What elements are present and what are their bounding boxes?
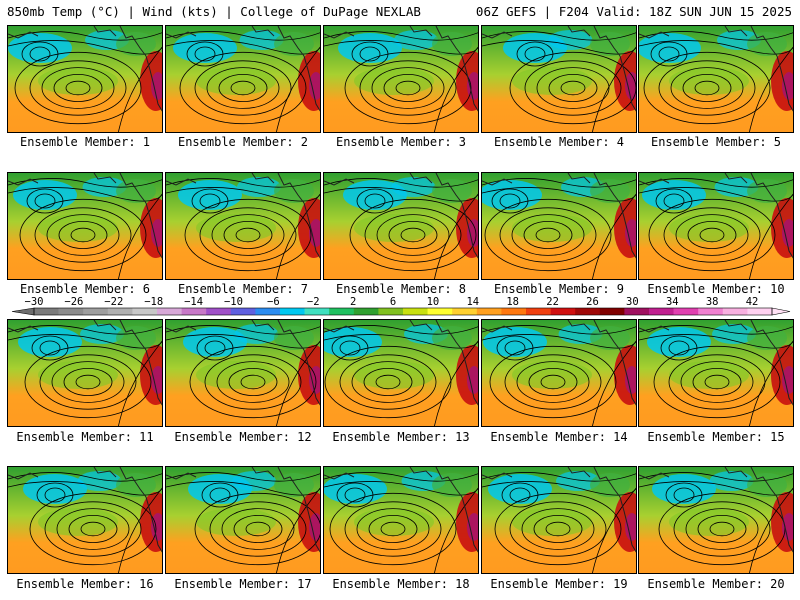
colorbar-tick-label: −26	[64, 296, 83, 308]
ensemble-member-label: Ensemble Member: 6	[19, 282, 151, 296]
colorbar-segment	[280, 308, 305, 315]
colorbar-tick-label: 2	[350, 296, 356, 308]
colorbar-segment	[181, 308, 207, 315]
colorbar-tick-label: −6	[267, 296, 280, 308]
colorbar-right-arrow	[771, 307, 791, 316]
colorbar-segment	[107, 308, 133, 315]
colorbar-segment	[378, 308, 404, 315]
ensemble-member-label: Ensemble Member: 17	[174, 577, 312, 591]
colorbar-segment	[526, 308, 551, 315]
ensemble-member-label: Ensemble Member: 19	[490, 577, 628, 591]
ensemble-member-map	[323, 172, 479, 280]
colorbar-segment	[427, 308, 453, 315]
ensemble-member-label: Ensemble Member: 20	[647, 577, 785, 591]
colorbar-tick-label: 10	[427, 296, 440, 308]
ensemble-member-map	[165, 172, 321, 280]
colorbar-tick-label: 14	[466, 296, 479, 308]
ensemble-member-label: Ensemble Member: 5	[650, 135, 782, 149]
colorbar-segment	[673, 308, 699, 315]
ensemble-member-map	[481, 25, 637, 133]
colorbar-tick-label: 6	[390, 296, 396, 308]
ensemble-member-map	[7, 319, 163, 427]
ensemble-member-map	[165, 466, 321, 574]
ensemble-member-map	[481, 172, 637, 280]
colorbar-segment	[575, 308, 601, 315]
colorbar-segment	[747, 308, 773, 315]
colorbar-tick-label: 22	[546, 296, 559, 308]
colorbar-tick-label: −18	[144, 296, 163, 308]
colorbar-tick-label: 26	[586, 296, 599, 308]
ensemble-member-label: Ensemble Member: 10	[647, 282, 785, 296]
colorbar-segment	[403, 308, 428, 315]
colorbar-segment	[722, 308, 748, 315]
colorbar-segment	[304, 308, 330, 315]
colorbar-tick-label: 42	[746, 296, 759, 308]
ensemble-member-map	[638, 25, 794, 133]
colorbar-segment	[34, 308, 59, 315]
ensemble-member-label: Ensemble Member: 15	[647, 430, 785, 444]
colorbar-segment	[452, 308, 478, 315]
colorbar-tick-label: 38	[706, 296, 719, 308]
colorbar-tick-label: 30	[626, 296, 639, 308]
ensemble-member-label: Ensemble Member: 18	[332, 577, 470, 591]
ensemble-member-label: Ensemble Member: 4	[493, 135, 625, 149]
ensemble-member-label: Ensemble Member: 13	[332, 430, 470, 444]
ensemble-member-map	[481, 466, 637, 574]
ensemble-member-map	[165, 319, 321, 427]
colorbar-segment	[698, 308, 724, 315]
colorbar-segment	[132, 308, 158, 315]
colorbar-tick-label: 34	[666, 296, 679, 308]
ensemble-member-label: Ensemble Member: 8	[335, 282, 467, 296]
colorbar-segment	[83, 308, 109, 315]
ensemble-member-map	[165, 25, 321, 133]
colorbar-left-arrow	[11, 307, 35, 316]
ensemble-member-label: Ensemble Member: 11	[16, 430, 154, 444]
ensemble-member-map	[7, 466, 163, 574]
ensemble-member-label: Ensemble Member: 16	[16, 577, 154, 591]
colorbar-tick-label: −30	[25, 296, 44, 308]
colorbar-segment	[550, 308, 576, 315]
colorbar-tick-label: 18	[506, 296, 519, 308]
colorbar-segment	[157, 308, 182, 315]
ensemble-member-map	[323, 466, 479, 574]
ensemble-member-map	[323, 319, 479, 427]
ensemble-member-label: Ensemble Member: 9	[493, 282, 625, 296]
colorbar-tick-label: −10	[224, 296, 243, 308]
temperature-colorbar: −30 −26 −22 −18 −14 −10 −6 −2 2 6 10 14 18 22 26 30 34 38…	[11, 296, 791, 316]
ensemble-member-label: Ensemble Member: 14	[490, 430, 628, 444]
ensemble-member-label: Ensemble Member: 2	[177, 135, 309, 149]
colorbar-segment	[255, 308, 281, 315]
ensemble-member-map	[481, 319, 637, 427]
map-title: 850mb Temp (°C) | Wind (kts) | College o…	[7, 4, 421, 19]
ensemble-member-map	[638, 319, 794, 427]
colorbar-segment	[649, 308, 674, 315]
colorbar-segment	[58, 308, 84, 315]
ensemble-member-label: Ensemble Member: 3	[335, 135, 467, 149]
colorbar-segment	[501, 308, 527, 315]
ensemble-member-map	[7, 172, 163, 280]
ensemble-member-label: Ensemble Member: 1	[19, 135, 151, 149]
colorbar-segment	[329, 308, 355, 315]
colorbar-segment	[230, 308, 256, 315]
ensemble-member-label: Ensemble Member: 7	[177, 282, 309, 296]
ensemble-member-map	[638, 466, 794, 574]
colorbar-tick-label: −14	[184, 296, 203, 308]
colorbar-segment	[624, 308, 650, 315]
valid-time-label: 06Z GEFS | F204 Valid: 18Z SUN JUN 15 20…	[475, 4, 792, 19]
ensemble-member-map	[323, 25, 479, 133]
colorbar-segment	[599, 308, 625, 315]
colorbar-tick-label: −2	[307, 296, 320, 308]
colorbar-segment	[206, 308, 232, 315]
colorbar-tick-label: −22	[104, 296, 123, 308]
ensemble-member-label: Ensemble Member: 12	[174, 430, 312, 444]
ensemble-member-map	[638, 172, 794, 280]
colorbar-segment	[476, 308, 502, 315]
colorbar-segment	[353, 308, 379, 315]
ensemble-member-map	[7, 25, 163, 133]
